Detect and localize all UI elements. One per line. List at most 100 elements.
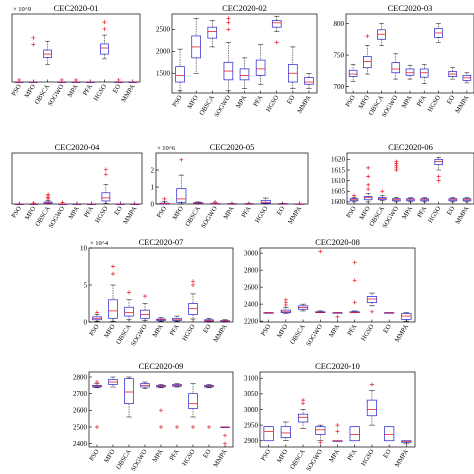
box-OBSCA	[43, 192, 53, 205]
iqr-box	[188, 393, 198, 410]
x-tick-label: SOGWO	[200, 205, 219, 229]
outlier-marker	[179, 157, 184, 162]
iqr-box	[108, 299, 118, 319]
box-SOGWO	[223, 16, 234, 92]
panel-title: CEC2020-08	[315, 237, 360, 247]
x-tick-label: MPA	[328, 323, 341, 339]
iqr-box	[280, 309, 291, 313]
box-OBSCA	[124, 376, 134, 418]
box-SOGWO	[315, 249, 326, 313]
x-tick-label: PFA	[416, 94, 428, 108]
outlier-marker	[335, 429, 340, 434]
box-PSO	[263, 312, 274, 314]
box-EO	[448, 197, 458, 203]
panel-title: CEC2020-04	[55, 142, 101, 152]
x-tick-label: HGSO	[265, 94, 281, 113]
x-tick-label: EO	[202, 323, 213, 334]
y-tick-label: 2500	[156, 26, 171, 34]
box-PFA	[87, 203, 96, 205]
y-multiplier: × 10^6	[157, 145, 176, 152]
box-HGSO	[188, 383, 198, 429]
box-SOGWO	[140, 381, 150, 389]
outlier-marker	[17, 77, 22, 82]
box-MPA	[239, 57, 250, 89]
x-tick-label: MPA	[223, 205, 236, 221]
x-tick-label: EO	[286, 94, 297, 105]
box-PSO	[159, 196, 170, 205]
outlier-marker	[318, 249, 323, 254]
outlier-marker	[365, 34, 370, 39]
axes-frame	[11, 13, 141, 83]
x-tick-label: MPA	[401, 205, 414, 221]
x-tick-label: MMPA	[454, 205, 470, 225]
x-tick-label: PSO	[88, 448, 100, 462]
x-tick-label: SOGWO	[130, 448, 149, 472]
x-tick-label: PSO	[260, 323, 272, 337]
outlier-marker	[283, 302, 288, 307]
outlier-marker	[226, 16, 231, 21]
box-PFA	[85, 81, 95, 83]
y-tick-label: 1615	[331, 166, 346, 174]
iqr-box	[401, 313, 412, 320]
box-SOGWO	[391, 53, 401, 80]
x-tick-label: MMPA	[394, 448, 410, 468]
y-tick-label: 0	[151, 200, 155, 208]
y-tick-label: 2800	[73, 373, 88, 381]
iqr-box	[100, 43, 109, 55]
box-HGSO	[100, 20, 109, 60]
box-SOGWO	[210, 199, 221, 205]
panel-title: CEC2020-01	[54, 3, 99, 13]
x-tick-label: PSO	[10, 83, 22, 97]
box-EO	[204, 384, 214, 429]
panel-title: CEC2020-09	[139, 361, 184, 371]
x-tick-label: EO	[382, 448, 393, 459]
iqr-box	[124, 378, 134, 405]
x-tick-label: HGSO	[93, 83, 109, 102]
x-tick-label: MFO	[358, 94, 372, 110]
outlier-marker	[283, 297, 288, 302]
x-tick-label: PSO	[345, 205, 357, 219]
outlier-marker	[116, 77, 121, 82]
iqr-box	[239, 68, 250, 81]
iqr-box	[124, 306, 134, 317]
x-tick-label: PFA	[169, 323, 181, 337]
box-MPA	[406, 197, 415, 203]
panel-8: CEC2020-08 2200 2400 2600 2800 3000 PSO MFO OBSC…	[244, 237, 416, 348]
box-PSO	[92, 380, 102, 429]
outlier-marker	[335, 314, 340, 319]
box-MFO	[363, 165, 373, 203]
x-tick-label: PSO	[260, 448, 272, 462]
x-tick-label: MPA	[67, 83, 80, 99]
box-EO	[116, 203, 125, 205]
iqr-box	[363, 55, 372, 69]
x-tick-label: MMPA	[212, 448, 228, 468]
x-tick-label: PFA	[240, 205, 252, 219]
x-tick-label: MFO	[276, 448, 290, 464]
outlier-marker	[95, 380, 99, 384]
x-tick-label: MPA	[68, 205, 81, 221]
outlier-marker	[352, 300, 357, 305]
box-SOGWO	[57, 77, 67, 83]
outlier-marker	[301, 398, 306, 403]
box-MFO	[108, 264, 118, 322]
y-tick-label: 1	[151, 183, 155, 191]
outlier-marker	[111, 271, 115, 276]
outlier-marker	[352, 260, 357, 265]
x-tick-label: HGSO	[427, 205, 443, 224]
box-PSO	[14, 203, 24, 205]
x-tick-label: MMPA	[296, 94, 312, 114]
x-tick-label: MPA	[328, 448, 341, 464]
box-MMPA	[294, 203, 305, 205]
box-MFO	[363, 34, 372, 75]
outlier-marker	[366, 182, 371, 187]
box-PSO	[348, 64, 358, 82]
outlier-marker	[159, 425, 163, 429]
box-MPA	[405, 64, 415, 80]
x-tick-label: MPA	[401, 94, 414, 110]
box-MPA	[332, 312, 343, 319]
iqr-box	[391, 62, 401, 74]
